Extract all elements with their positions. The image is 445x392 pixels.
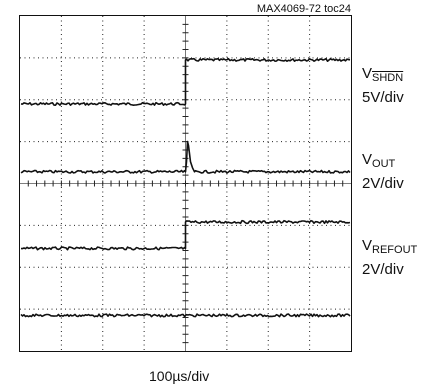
scale-vout: 2V/div — [362, 175, 404, 192]
legend-vout: VOUT 2V/div — [362, 151, 404, 192]
trace-baseline — [20, 313, 351, 318]
x-scale-label: 100µs/div — [149, 368, 210, 384]
trace-v-refout — [21, 219, 351, 251]
scale-vshdn: 5V/div — [362, 89, 404, 106]
trace-v-out — [20, 140, 351, 174]
traces — [20, 57, 351, 318]
legend-vshdn: VSHDN 5V/div — [362, 65, 404, 106]
legend-vrefout: VREFOUT 2V/div — [362, 237, 418, 278]
scale-vrefout: 2V/div — [362, 261, 404, 278]
grid — [20, 16, 351, 351]
trace-v-shdn — [20, 57, 351, 106]
figure-tag: MAX4069-72 toc24 — [256, 3, 351, 15]
